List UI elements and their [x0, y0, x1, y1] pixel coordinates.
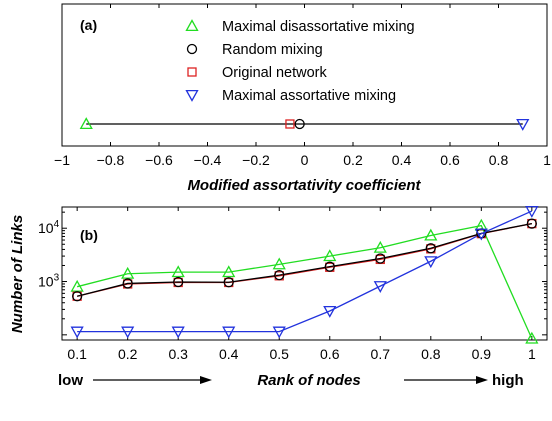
x-tick-label: 0.9 — [472, 346, 492, 362]
data-point — [285, 119, 295, 129]
legend-marker — [187, 67, 197, 77]
legend-entry: Maximal assortative mixing — [222, 88, 396, 104]
legend-entry: Random mixing — [222, 42, 323, 58]
x-tick-label: −1 — [54, 152, 70, 168]
series-line — [76, 222, 532, 297]
axis-ticks: 0.1 0.2 0.3 0.4 0.5 0.6 0.7 0.8 0.9 1 103 104 — [38, 207, 547, 362]
data-point — [72, 291, 83, 302]
legend: Maximal disassortative mixing Random mixi… — [185, 19, 415, 104]
series-lines — [76, 210, 533, 339]
data-point — [525, 205, 539, 218]
data-point — [373, 281, 387, 293]
x-axis-ticks: −1 −0.8 −0.6 −0.4 −0.2 0 0.2 0.4 0.6 0.8 1 — [54, 4, 551, 168]
data-point — [171, 265, 185, 278]
x-tick-label: 0.2 — [118, 346, 138, 362]
data-point — [122, 278, 133, 289]
y-axis-label: Number of Links — [9, 215, 26, 333]
x-axis-label: Modified assortativity coefficient — [187, 177, 421, 194]
data-point — [79, 117, 93, 130]
y-tick-label: 103 — [38, 273, 60, 290]
arrow-left-head — [200, 376, 212, 384]
panel-b-frame — [61, 206, 548, 341]
legend-marker — [185, 89, 199, 102]
x-tick-label: −0.8 — [97, 152, 125, 168]
data-point — [373, 240, 387, 253]
x-tick-label: 0.3 — [168, 346, 188, 362]
panel-b: (b) 0.1 0.2 0.3 0.4 0.5 0.6 0.7 0.8 0.9 1 103 104 N… — [9, 205, 548, 362]
data-point — [173, 276, 184, 288]
data-point — [375, 253, 386, 264]
data-point — [516, 118, 530, 131]
series-line — [77, 210, 533, 333]
data-point — [424, 256, 438, 269]
y-tick-label: 104 — [38, 219, 60, 236]
legend-marker — [186, 43, 198, 55]
x-tick-label: 0.7 — [371, 346, 391, 362]
x-tick-label: 0.6 — [320, 346, 340, 362]
series-markers — [70, 205, 539, 344]
data-point — [323, 249, 337, 262]
x-tick-label: 0.2 — [343, 152, 363, 168]
data-point — [323, 305, 337, 318]
data-point — [70, 326, 84, 339]
data-point — [474, 228, 488, 241]
panel-a: (a) Maximal disassortative mixing Random … — [54, 3, 551, 194]
series-line — [76, 224, 533, 339]
data-point — [525, 331, 539, 344]
data-point — [121, 266, 135, 279]
high-label: high — [492, 372, 524, 389]
x-tick-label: 0.4 — [392, 152, 412, 168]
x-tick-label: 1 — [528, 346, 536, 362]
panel-a-label: (a) — [80, 17, 97, 33]
data-point — [222, 265, 236, 278]
arrow-right-head — [476, 376, 488, 384]
x-tick-label: −0.2 — [242, 152, 270, 168]
x-tick-label: 0.8 — [421, 346, 441, 362]
rank-label: Rank of nodes — [257, 372, 360, 389]
x-tick-label: −0.6 — [145, 152, 173, 168]
legend-entry: Maximal disassortative mixing — [222, 19, 415, 35]
x-tick-label: 1 — [543, 152, 551, 168]
data-point — [272, 257, 286, 270]
data-point — [171, 326, 185, 339]
x-tick-label: −0.4 — [194, 152, 222, 168]
data-point — [274, 269, 285, 281]
x-tick-label: 0.8 — [489, 152, 509, 168]
x-tick-label: 0.4 — [219, 346, 239, 362]
data-point — [222, 326, 236, 339]
data-point — [223, 277, 234, 288]
x-tick-label: 0 — [301, 152, 309, 168]
data-point — [526, 218, 537, 229]
panel-b-label: (b) — [80, 227, 98, 243]
data-point — [294, 118, 305, 130]
x-tick-label: 0.5 — [270, 346, 290, 362]
data-point — [424, 228, 438, 241]
low-label: low — [58, 372, 83, 389]
legend-entry: Original network — [222, 65, 328, 81]
plot-area — [79, 117, 530, 131]
data-point — [272, 326, 286, 339]
data-point — [121, 326, 135, 339]
rank-annotation: low Rank of nodes high — [58, 372, 524, 389]
legend-marker — [185, 19, 199, 32]
data-point — [425, 243, 436, 254]
x-tick-label: 0.1 — [67, 346, 87, 362]
data-point — [324, 261, 335, 272]
x-tick-label: 0.6 — [440, 152, 460, 168]
